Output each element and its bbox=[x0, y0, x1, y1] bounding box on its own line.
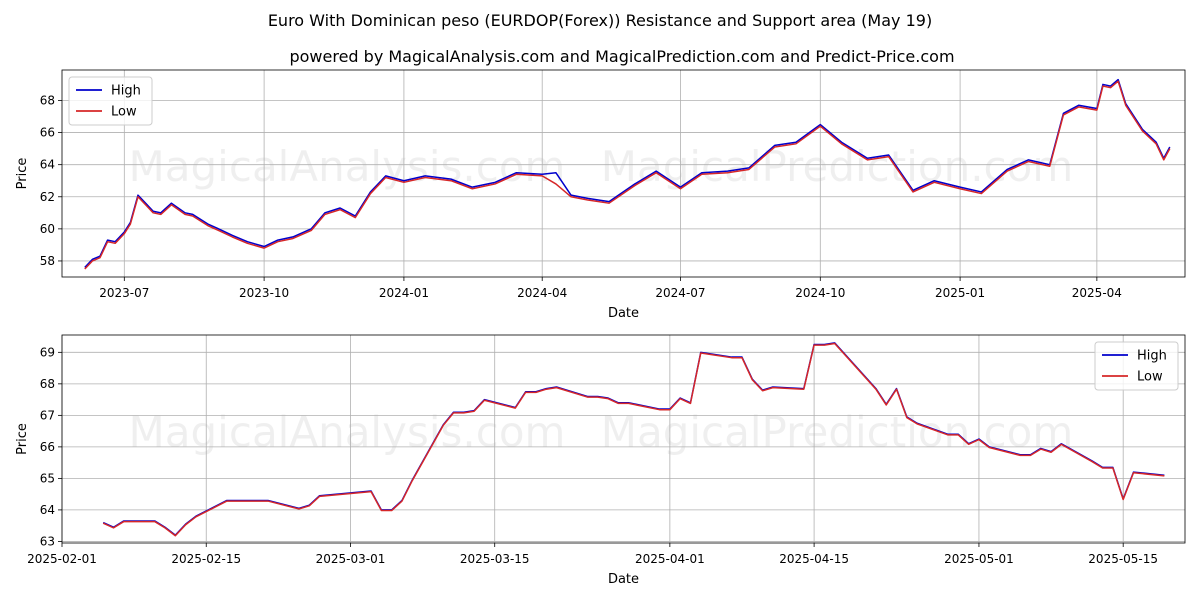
legend-label-high: High bbox=[111, 84, 141, 99]
y-tick-label: 66 bbox=[40, 440, 55, 454]
y-tick-label: 64 bbox=[40, 503, 55, 517]
x-tick-label: 2025-03-01 bbox=[316, 552, 386, 566]
y-tick-label: 68 bbox=[40, 93, 55, 107]
x-tick-label: 2024-01 bbox=[379, 286, 429, 300]
y-tick-label: 68 bbox=[40, 377, 55, 391]
x-tick-label: 2025-04 bbox=[1072, 286, 1122, 300]
legend-box bbox=[1094, 341, 1179, 391]
x-tick-label: 2025-01 bbox=[935, 286, 985, 300]
watermark-text: MagicalPrediction.com bbox=[601, 408, 1074, 457]
top-chart: MagicalAnalysis.com MagicalPrediction.com… bbox=[15, 69, 1186, 321]
x-tick-label: 2023-07 bbox=[99, 286, 149, 300]
x-axis-label: Date bbox=[608, 572, 639, 587]
y-tick-label: 66 bbox=[40, 126, 55, 140]
plot-frame bbox=[61, 334, 1186, 544]
watermark-text: MagicalAnalysis.com bbox=[129, 408, 566, 457]
y-tick-label: 69 bbox=[40, 345, 55, 359]
plot-frame bbox=[61, 69, 1186, 278]
watermark-text: MagicalPrediction.com bbox=[601, 142, 1074, 191]
x-tick-label: 2025-04-15 bbox=[779, 552, 849, 566]
y-axis-label: Price bbox=[15, 423, 30, 455]
legend-label-high: High bbox=[1137, 349, 1167, 364]
chart-title: Euro With Dominican peso (EURDOP(Forex))… bbox=[268, 11, 932, 30]
y-tick-label: 58 bbox=[40, 254, 55, 268]
x-tick-label: 2025-03-15 bbox=[460, 552, 530, 566]
x-tick-label: 2024-10 bbox=[795, 286, 845, 300]
y-axis-label: Price bbox=[15, 158, 30, 190]
y-tick-label: 62 bbox=[40, 190, 55, 204]
y-tick-label: 67 bbox=[40, 408, 55, 422]
y-tick-label: 65 bbox=[40, 471, 55, 485]
legend-box bbox=[68, 76, 153, 126]
chart-subtitle: powered by MagicalAnalysis.com and Magic… bbox=[289, 47, 954, 66]
bottom-chart: MagicalAnalysis.com MagicalPrediction.com… bbox=[15, 334, 1186, 587]
x-tick-label: 2025-02-15 bbox=[171, 552, 241, 566]
x-tick-label: 2024-04 bbox=[517, 286, 567, 300]
series-line-high bbox=[84, 78, 1171, 268]
x-tick-label: 2025-02-01 bbox=[27, 552, 97, 566]
series-line-low bbox=[102, 342, 1165, 537]
x-tick-label: 2025-05-01 bbox=[944, 552, 1014, 566]
y-tick-label: 63 bbox=[40, 534, 55, 548]
x-tick-label: 2025-04-01 bbox=[635, 552, 705, 566]
series-line-low bbox=[84, 80, 1171, 270]
x-axis-label: Date bbox=[608, 306, 639, 321]
x-tick-label: 2025-05-15 bbox=[1088, 552, 1158, 566]
x-tick-label: 2024-07 bbox=[655, 286, 705, 300]
watermark-text: MagicalAnalysis.com bbox=[129, 142, 566, 191]
y-tick-label: 64 bbox=[40, 158, 55, 172]
y-tick-label: 60 bbox=[40, 222, 55, 236]
legend-label-low: Low bbox=[111, 105, 137, 120]
x-tick-label: 2023-10 bbox=[239, 286, 289, 300]
legend-label-low: Low bbox=[1137, 370, 1163, 385]
